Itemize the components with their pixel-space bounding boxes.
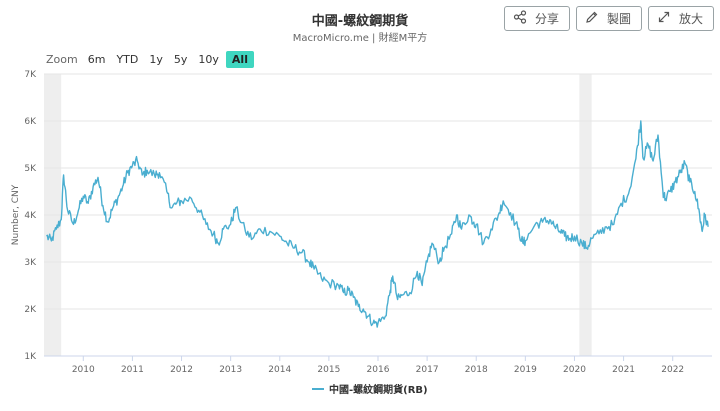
- x-tick-label: 2011: [121, 365, 144, 375]
- y-tick-label: 1K: [24, 352, 37, 362]
- chart-subtitle: MacroMicro.me | 財經M平方: [292, 33, 428, 44]
- x-tick-label: 2021: [612, 365, 635, 375]
- y-tick-label: 2K: [24, 305, 37, 315]
- chart-actions: 分享 製圖 放大: [503, 6, 714, 31]
- expand-icon: [657, 10, 671, 27]
- zoom-1y-button[interactable]: 1y: [149, 53, 163, 66]
- x-tick-label: 2019: [514, 365, 537, 375]
- zoom-5y-button[interactable]: 5y: [173, 53, 188, 66]
- chart-title: 中國-螺紋鋼期貨: [311, 14, 409, 29]
- legend-label: 中國-螺紋鋼期貨(RB): [329, 383, 428, 396]
- zoom-all-button[interactable]: All: [225, 51, 254, 68]
- x-tick-label: 2012: [170, 365, 193, 375]
- zoom-selector: Zoom 6m YTD 1y 5y 10y All: [46, 51, 257, 68]
- grid-lines: [44, 73, 712, 357]
- zoom-label: Zoom: [46, 53, 78, 66]
- y-tick-label: 7K: [24, 70, 37, 80]
- x-axis-ticks: 2010 2011 2012 2013 2014 2015 2016 2017 2018 2019…: [72, 356, 684, 375]
- share-button[interactable]: 分享: [503, 6, 570, 31]
- share-icon: [513, 10, 527, 27]
- expand-button[interactable]: 放大: [647, 6, 714, 31]
- y-tick-label: 4K: [24, 211, 37, 221]
- y-tick-label: 6K: [24, 117, 37, 127]
- zoom-6m-button[interactable]: 6m: [87, 53, 106, 66]
- series-line-rb: [45, 120, 709, 328]
- x-tick-label: 2017: [416, 365, 439, 375]
- x-tick-label: 2013: [219, 365, 242, 375]
- x-tick-label: 2018: [465, 365, 488, 375]
- zoom-10y-button[interactable]: 10y: [198, 53, 219, 66]
- x-tick-label: 2015: [317, 365, 340, 375]
- share-button-label: 分享: [534, 12, 559, 26]
- legend[interactable]: 中國-螺紋鋼期貨(RB): [312, 383, 428, 396]
- expand-button-label: 放大: [678, 12, 703, 26]
- zoom-ytd-button[interactable]: YTD: [116, 53, 139, 66]
- pencil-icon: [585, 10, 599, 27]
- x-tick-label: 2010: [72, 365, 95, 375]
- x-tick-label: 2016: [367, 365, 390, 375]
- x-tick-label: 2020: [563, 365, 586, 375]
- x-tick-label: 2014: [268, 365, 291, 375]
- y-axis-ticks: 1K 2K 3K 4K 5K 6K 7K: [24, 70, 37, 362]
- y-tick-label: 5K: [24, 164, 37, 174]
- draw-chart-button[interactable]: 製圖: [575, 6, 642, 31]
- y-axis-label: Number, CNY: [11, 184, 21, 245]
- x-tick-label: 2022: [661, 365, 684, 375]
- y-tick-label: 3K: [24, 258, 37, 268]
- draw-chart-button-label: 製圖: [606, 12, 631, 26]
